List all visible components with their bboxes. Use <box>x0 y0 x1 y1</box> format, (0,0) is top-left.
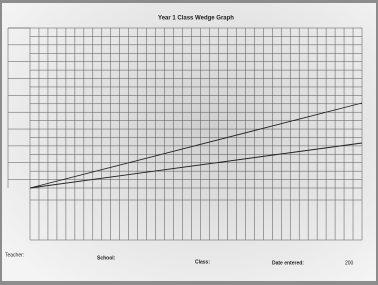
teacher-label: Teacher: <box>5 252 24 258</box>
date-entered-label: Date entered: <box>272 260 304 266</box>
title: Year 1 Class Wedge Graph <box>158 16 234 22</box>
photo: Year 1 Class Wedge Graph Teacher: School… <box>0 0 378 285</box>
school-label: School: <box>97 255 116 261</box>
year-label: 200 <box>345 260 354 266</box>
page: Year 1 Class Wedge Graph Teacher: School… <box>0 0 378 285</box>
class-label: Class: <box>195 259 210 265</box>
